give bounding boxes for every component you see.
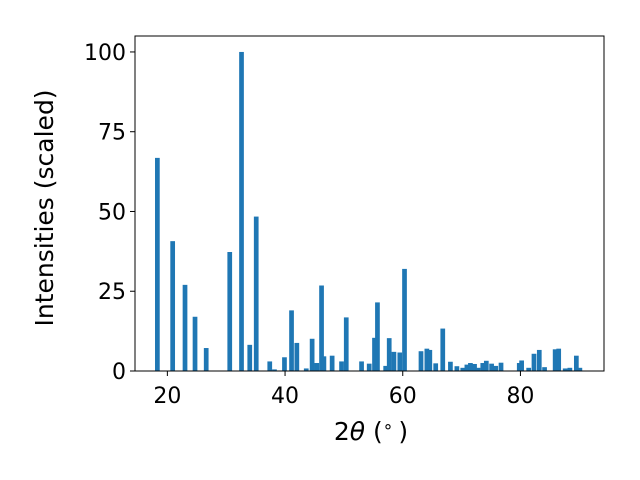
bar <box>440 328 446 371</box>
bar <box>267 361 273 371</box>
bar <box>359 361 364 371</box>
y-tick-label: 100 <box>84 41 126 66</box>
bar <box>272 369 277 371</box>
bar <box>227 252 233 371</box>
bar <box>480 363 486 371</box>
bar <box>321 356 327 371</box>
bar <box>375 302 380 371</box>
y-tick-label: 75 <box>98 121 126 146</box>
bar <box>383 365 389 371</box>
bar <box>460 367 466 371</box>
bar <box>402 268 407 371</box>
bar <box>556 348 562 371</box>
bar <box>552 349 558 371</box>
x-axis-title-unit: ∘ <box>383 417 394 437</box>
bar <box>372 337 377 371</box>
bar <box>203 348 209 371</box>
bar <box>464 364 470 371</box>
bar <box>418 351 424 371</box>
x-tick-label: 20 <box>153 384 181 409</box>
y-tick-label: 0 <box>112 360 126 385</box>
bar <box>397 352 403 371</box>
x-axis-title: 2θ (∘) <box>334 417 408 446</box>
bar <box>472 363 477 371</box>
bar <box>170 241 176 371</box>
axes-layer: 20 40 60 80 0 25 50 75 100 <box>84 35 605 409</box>
bar <box>448 361 453 371</box>
bar <box>192 316 198 371</box>
bar <box>573 355 579 371</box>
bar <box>493 365 499 371</box>
bar <box>424 348 430 371</box>
y-tick-label: 25 <box>98 280 126 305</box>
bar <box>289 310 294 371</box>
bar <box>577 367 583 371</box>
x-tick-label: 40 <box>271 384 299 409</box>
bar <box>247 344 253 371</box>
bar <box>294 342 300 371</box>
bar <box>282 357 287 371</box>
bar <box>468 363 473 371</box>
x-tick-label: 60 <box>389 384 417 409</box>
y-tick-label: 50 <box>98 200 126 225</box>
bar <box>239 51 244 371</box>
bar <box>526 367 532 371</box>
plot-frame <box>134 35 605 372</box>
bar <box>454 366 460 371</box>
bar <box>155 157 160 371</box>
bar <box>366 363 372 371</box>
bar <box>562 368 568 371</box>
bar <box>343 317 349 371</box>
x-axis-title-prefix: 2 <box>334 417 350 446</box>
bar <box>386 338 392 371</box>
x-axis-title-close: ) <box>398 417 408 446</box>
x-tick-label: 80 <box>506 384 534 409</box>
bar <box>339 361 344 371</box>
bar <box>319 285 324 371</box>
bar <box>498 362 504 371</box>
bar <box>433 363 439 371</box>
bar <box>519 360 524 371</box>
bar <box>427 349 433 371</box>
bar <box>314 363 320 371</box>
bar <box>536 349 542 371</box>
bar <box>531 353 537 371</box>
x-axis-title-symbol: θ <box>350 417 365 446</box>
bar <box>182 284 188 371</box>
bar <box>309 338 315 371</box>
bars-layer <box>155 51 583 371</box>
bar <box>567 367 573 371</box>
bar <box>303 368 309 371</box>
bar <box>489 363 494 371</box>
x-axis-title-suffix: ( <box>365 417 383 446</box>
bar <box>475 367 481 371</box>
bar <box>253 216 259 371</box>
bar <box>483 360 489 371</box>
bar <box>542 367 547 371</box>
bar <box>391 351 397 371</box>
bar <box>329 355 335 371</box>
y-axis-title: Intensities (scaled) <box>30 89 59 326</box>
